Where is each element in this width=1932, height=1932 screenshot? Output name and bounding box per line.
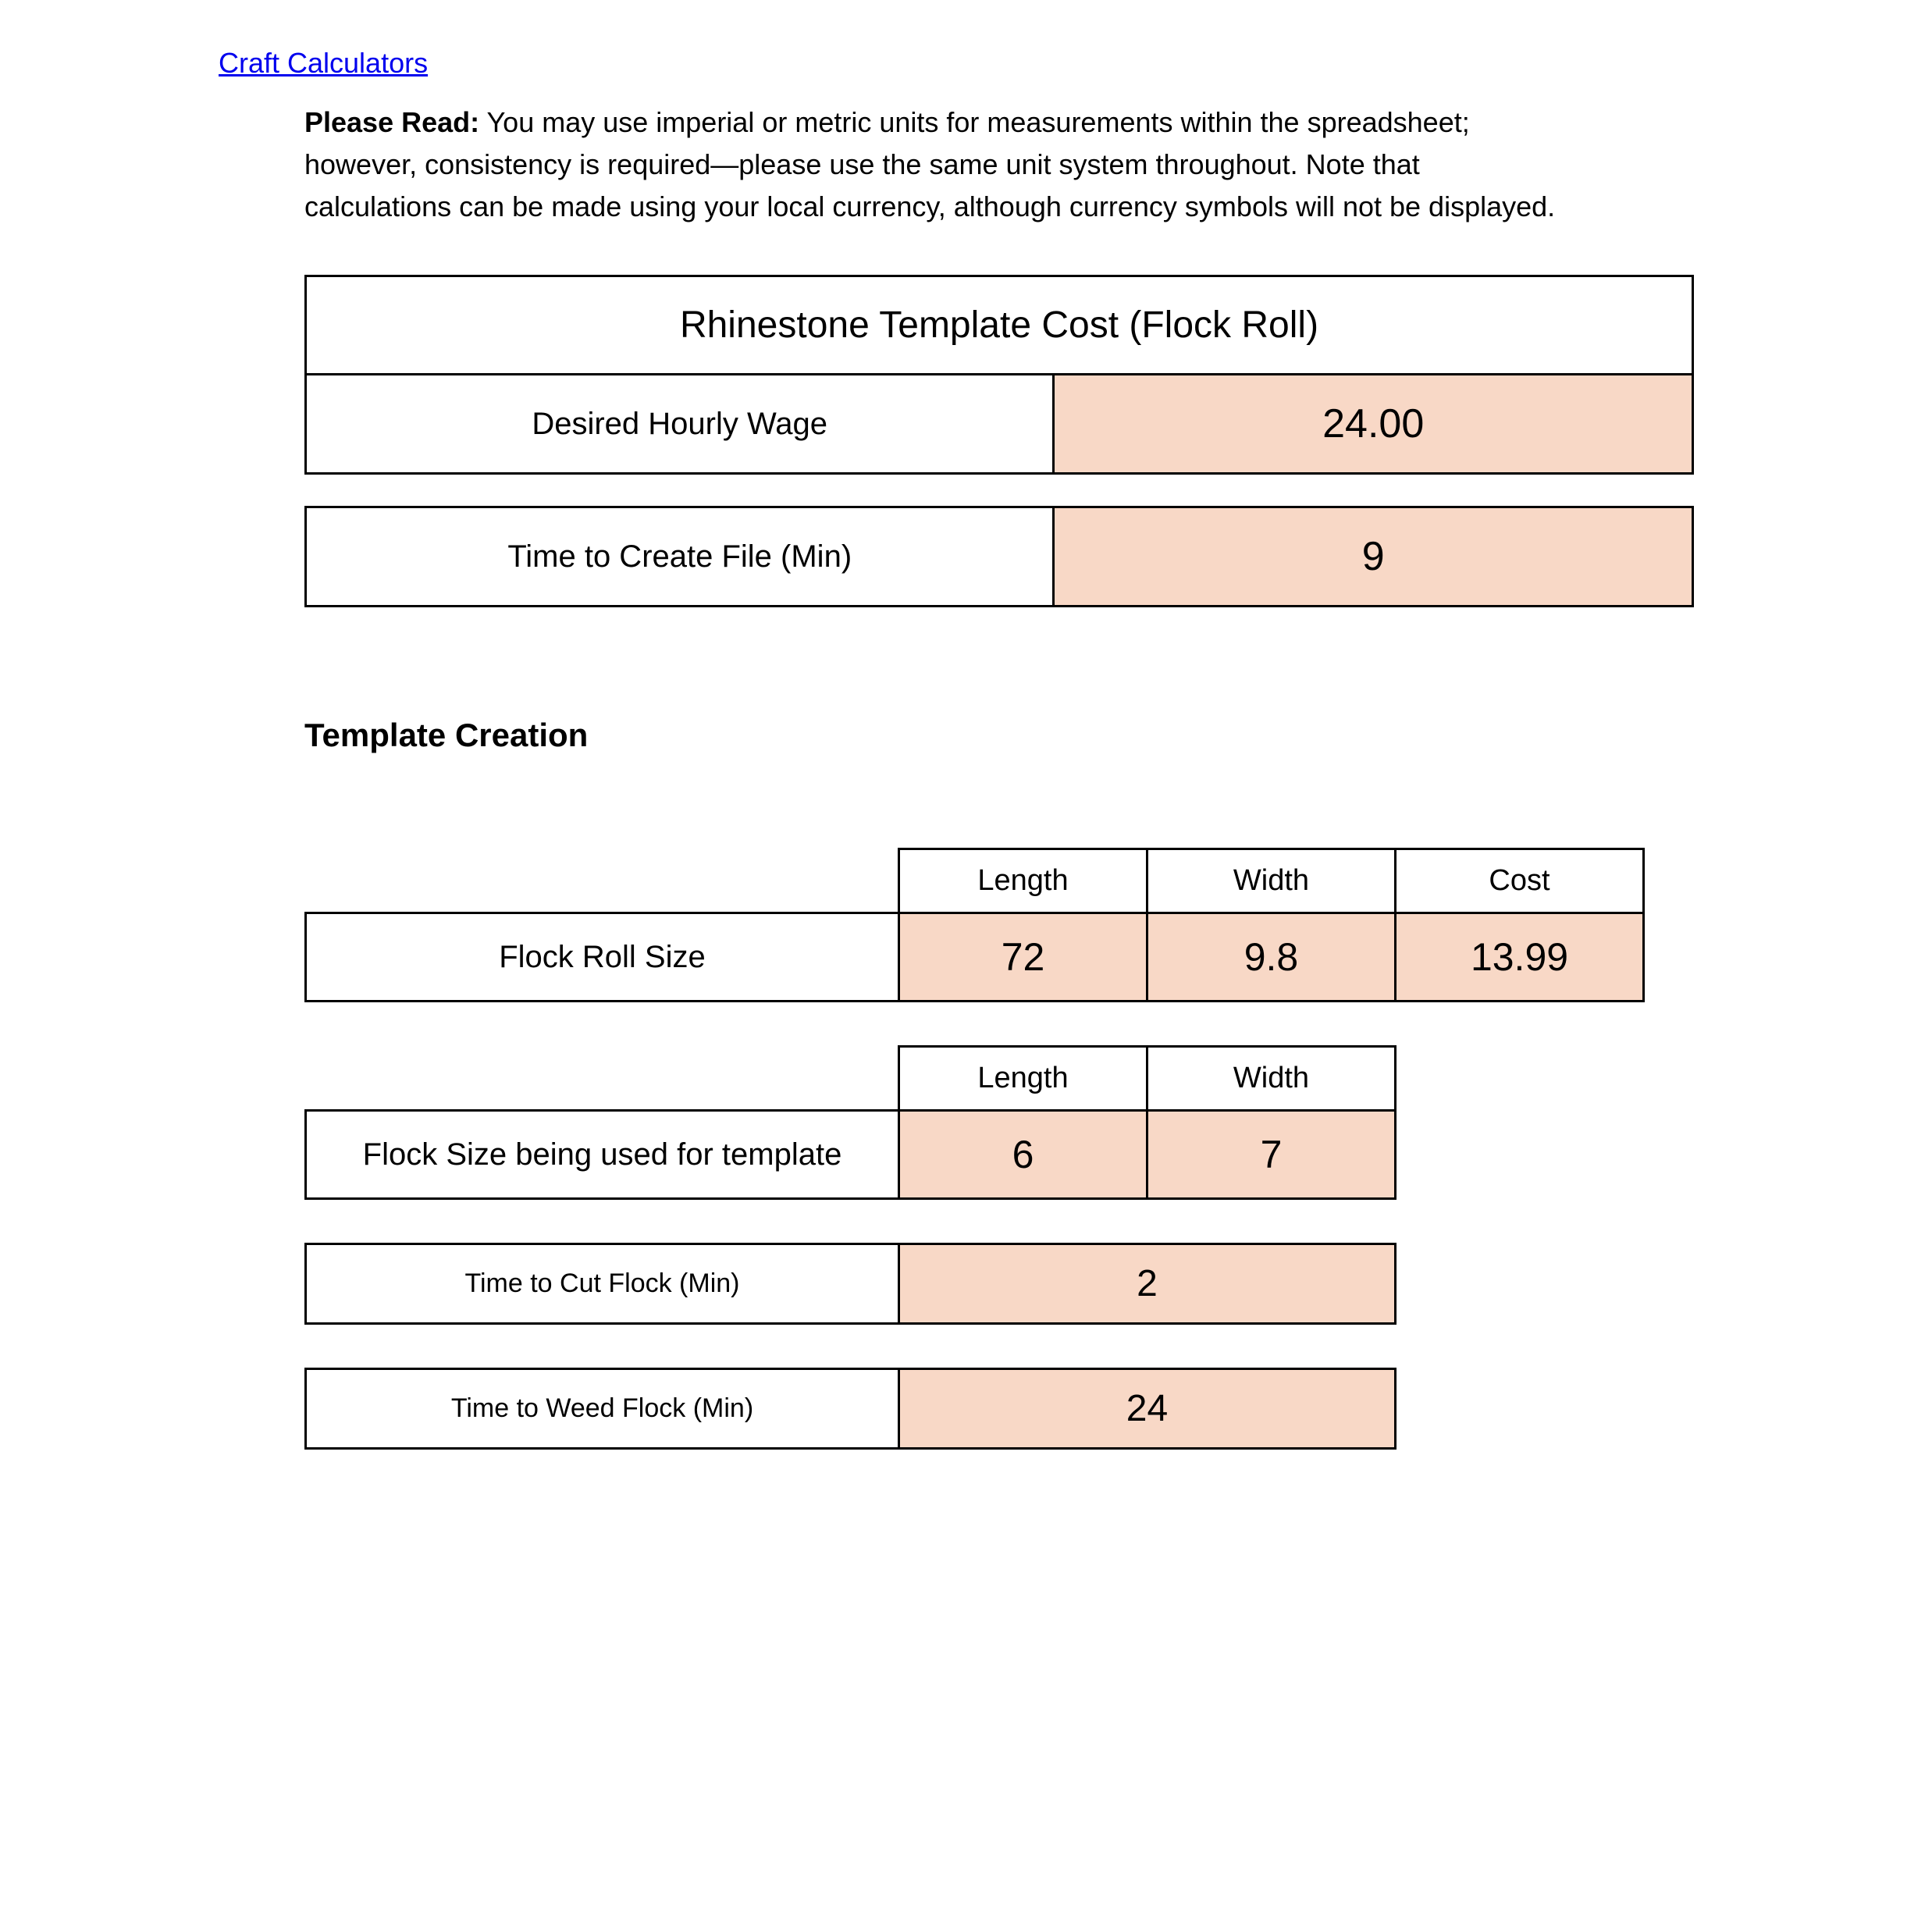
col-length-header: Length — [899, 849, 1147, 913]
intro-body: You may use imperial or metric units for… — [304, 106, 1555, 222]
flock-roll-width[interactable]: 9.8 — [1147, 913, 1396, 1002]
time-cut-value[interactable]: 2 — [899, 1244, 1396, 1324]
col-length-header-2: Length — [899, 1047, 1147, 1111]
time-weed-row: Time to Weed Flock (Min) 24 — [304, 1368, 1397, 1450]
flock-roll-size-label: Flock Roll Size — [306, 913, 899, 1002]
col-width-header-2: Width — [1147, 1047, 1396, 1111]
flock-used-label: Flock Size being used for template — [306, 1111, 899, 1199]
flock-used-length[interactable]: 6 — [899, 1111, 1147, 1199]
flock-used-width[interactable]: 7 — [1147, 1111, 1396, 1199]
title-table: Rhinestone Template Cost (Flock Roll) — [304, 275, 1694, 375]
calculator-title: Rhinestone Template Cost (Flock Roll) — [304, 275, 1694, 375]
flock-used-table: Length Width Flock Size being used for t… — [304, 1045, 1397, 1200]
col-cost-header: Cost — [1396, 849, 1644, 913]
hourly-wage-row: Desired Hourly Wage 24.00 — [304, 375, 1694, 475]
spacer — [306, 1047, 899, 1111]
hourly-wage-value[interactable]: 24.00 — [1054, 375, 1693, 474]
time-create-file-label: Time to Create File (Min) — [306, 507, 1054, 607]
time-cut-label: Time to Cut Flock (Min) — [306, 1244, 899, 1324]
time-create-file-row: Time to Create File (Min) 9 — [304, 506, 1694, 607]
col-width-header: Width — [1147, 849, 1396, 913]
time-cut-row: Time to Cut Flock (Min) 2 — [304, 1243, 1397, 1325]
intro-bold: Please Read: — [304, 106, 479, 138]
time-weed-value[interactable]: 24 — [899, 1369, 1396, 1449]
flock-roll-length[interactable]: 72 — [899, 913, 1147, 1002]
intro-paragraph: Please Read: You may use imperial or met… — [304, 101, 1569, 228]
time-weed-label: Time to Weed Flock (Min) — [306, 1369, 899, 1449]
template-creation-heading: Template Creation — [304, 717, 1713, 754]
spacer — [306, 849, 899, 913]
flock-roll-size-table: Length Width Cost Flock Roll Size 72 9.8… — [304, 848, 1645, 1002]
craft-calculators-link[interactable]: Craft Calculators — [219, 47, 428, 80]
flock-roll-cost[interactable]: 13.99 — [1396, 913, 1644, 1002]
time-create-file-value[interactable]: 9 — [1054, 507, 1693, 607]
hourly-wage-label: Desired Hourly Wage — [306, 375, 1054, 474]
